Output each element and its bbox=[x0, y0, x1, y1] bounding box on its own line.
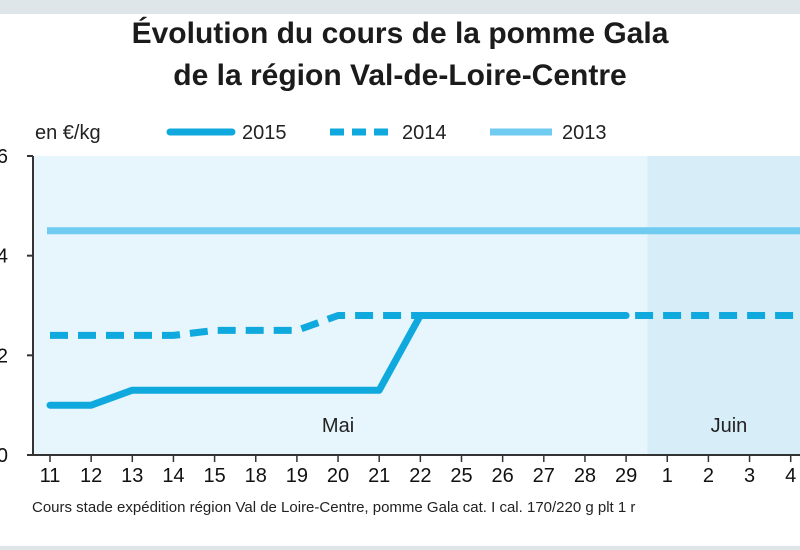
chart-title-line1: Évolution du cours de la pomme Gala bbox=[131, 17, 669, 50]
x-tick-label-28: 28 bbox=[574, 465, 596, 487]
y-tick-label-2: 2 bbox=[0, 345, 8, 367]
plot-background bbox=[33, 156, 800, 455]
x-tick-label-29: 29 bbox=[615, 465, 637, 487]
x-tick-label-4: 4 bbox=[785, 465, 796, 487]
x-tick-label-11: 11 bbox=[40, 465, 61, 487]
plot-area-may bbox=[33, 156, 648, 455]
x-tick-label-13: 13 bbox=[121, 465, 143, 487]
footnote: Cours stade expédition région Val de Loi… bbox=[32, 499, 635, 516]
chart-title-line2: de la région Val-de-Loire-Centre bbox=[173, 59, 627, 92]
x-tick-label-15: 15 bbox=[203, 465, 225, 487]
legend: 2015 2014 2013 bbox=[166, 122, 607, 144]
legend-label-2013: 2013 bbox=[562, 122, 607, 144]
x-tick-label-3: 3 bbox=[744, 465, 755, 487]
labels: 024611121314151819202122252627282912345M… bbox=[0, 146, 796, 487]
x-tick-label-19: 19 bbox=[286, 465, 308, 487]
month-label-june: Juin bbox=[711, 415, 748, 437]
y-tick-label-4: 4 bbox=[0, 246, 8, 268]
x-tick-label-12: 12 bbox=[80, 465, 102, 487]
x-tick-label-21: 21 bbox=[368, 465, 390, 487]
series-lines bbox=[46, 227, 800, 409]
y-tick-label-0: 0 bbox=[0, 445, 8, 467]
x-tick-label-20: 20 bbox=[327, 465, 349, 487]
x-tick-label-18: 18 bbox=[245, 465, 267, 487]
y-tick-label-6: 6 bbox=[0, 146, 8, 168]
y-axis-unit-label: en €/kg bbox=[35, 122, 101, 144]
x-tick-label-25: 25 bbox=[450, 465, 472, 487]
x-tick-label-14: 14 bbox=[162, 465, 184, 487]
series-line-2015 bbox=[46, 312, 630, 409]
axes bbox=[27, 155, 800, 462]
plot-area-june bbox=[647, 156, 800, 455]
legend-label-2015: 2015 bbox=[242, 122, 287, 144]
x-tick-label-2: 2 bbox=[703, 465, 714, 487]
x-tick-label-27: 27 bbox=[533, 465, 555, 487]
x-tick-label-22: 22 bbox=[409, 465, 431, 487]
legend-label-2014: 2014 bbox=[402, 122, 447, 144]
x-tick-label-26: 26 bbox=[492, 465, 514, 487]
x-tick-label-1: 1 bbox=[662, 465, 673, 487]
month-label-may: Mai bbox=[322, 415, 354, 437]
